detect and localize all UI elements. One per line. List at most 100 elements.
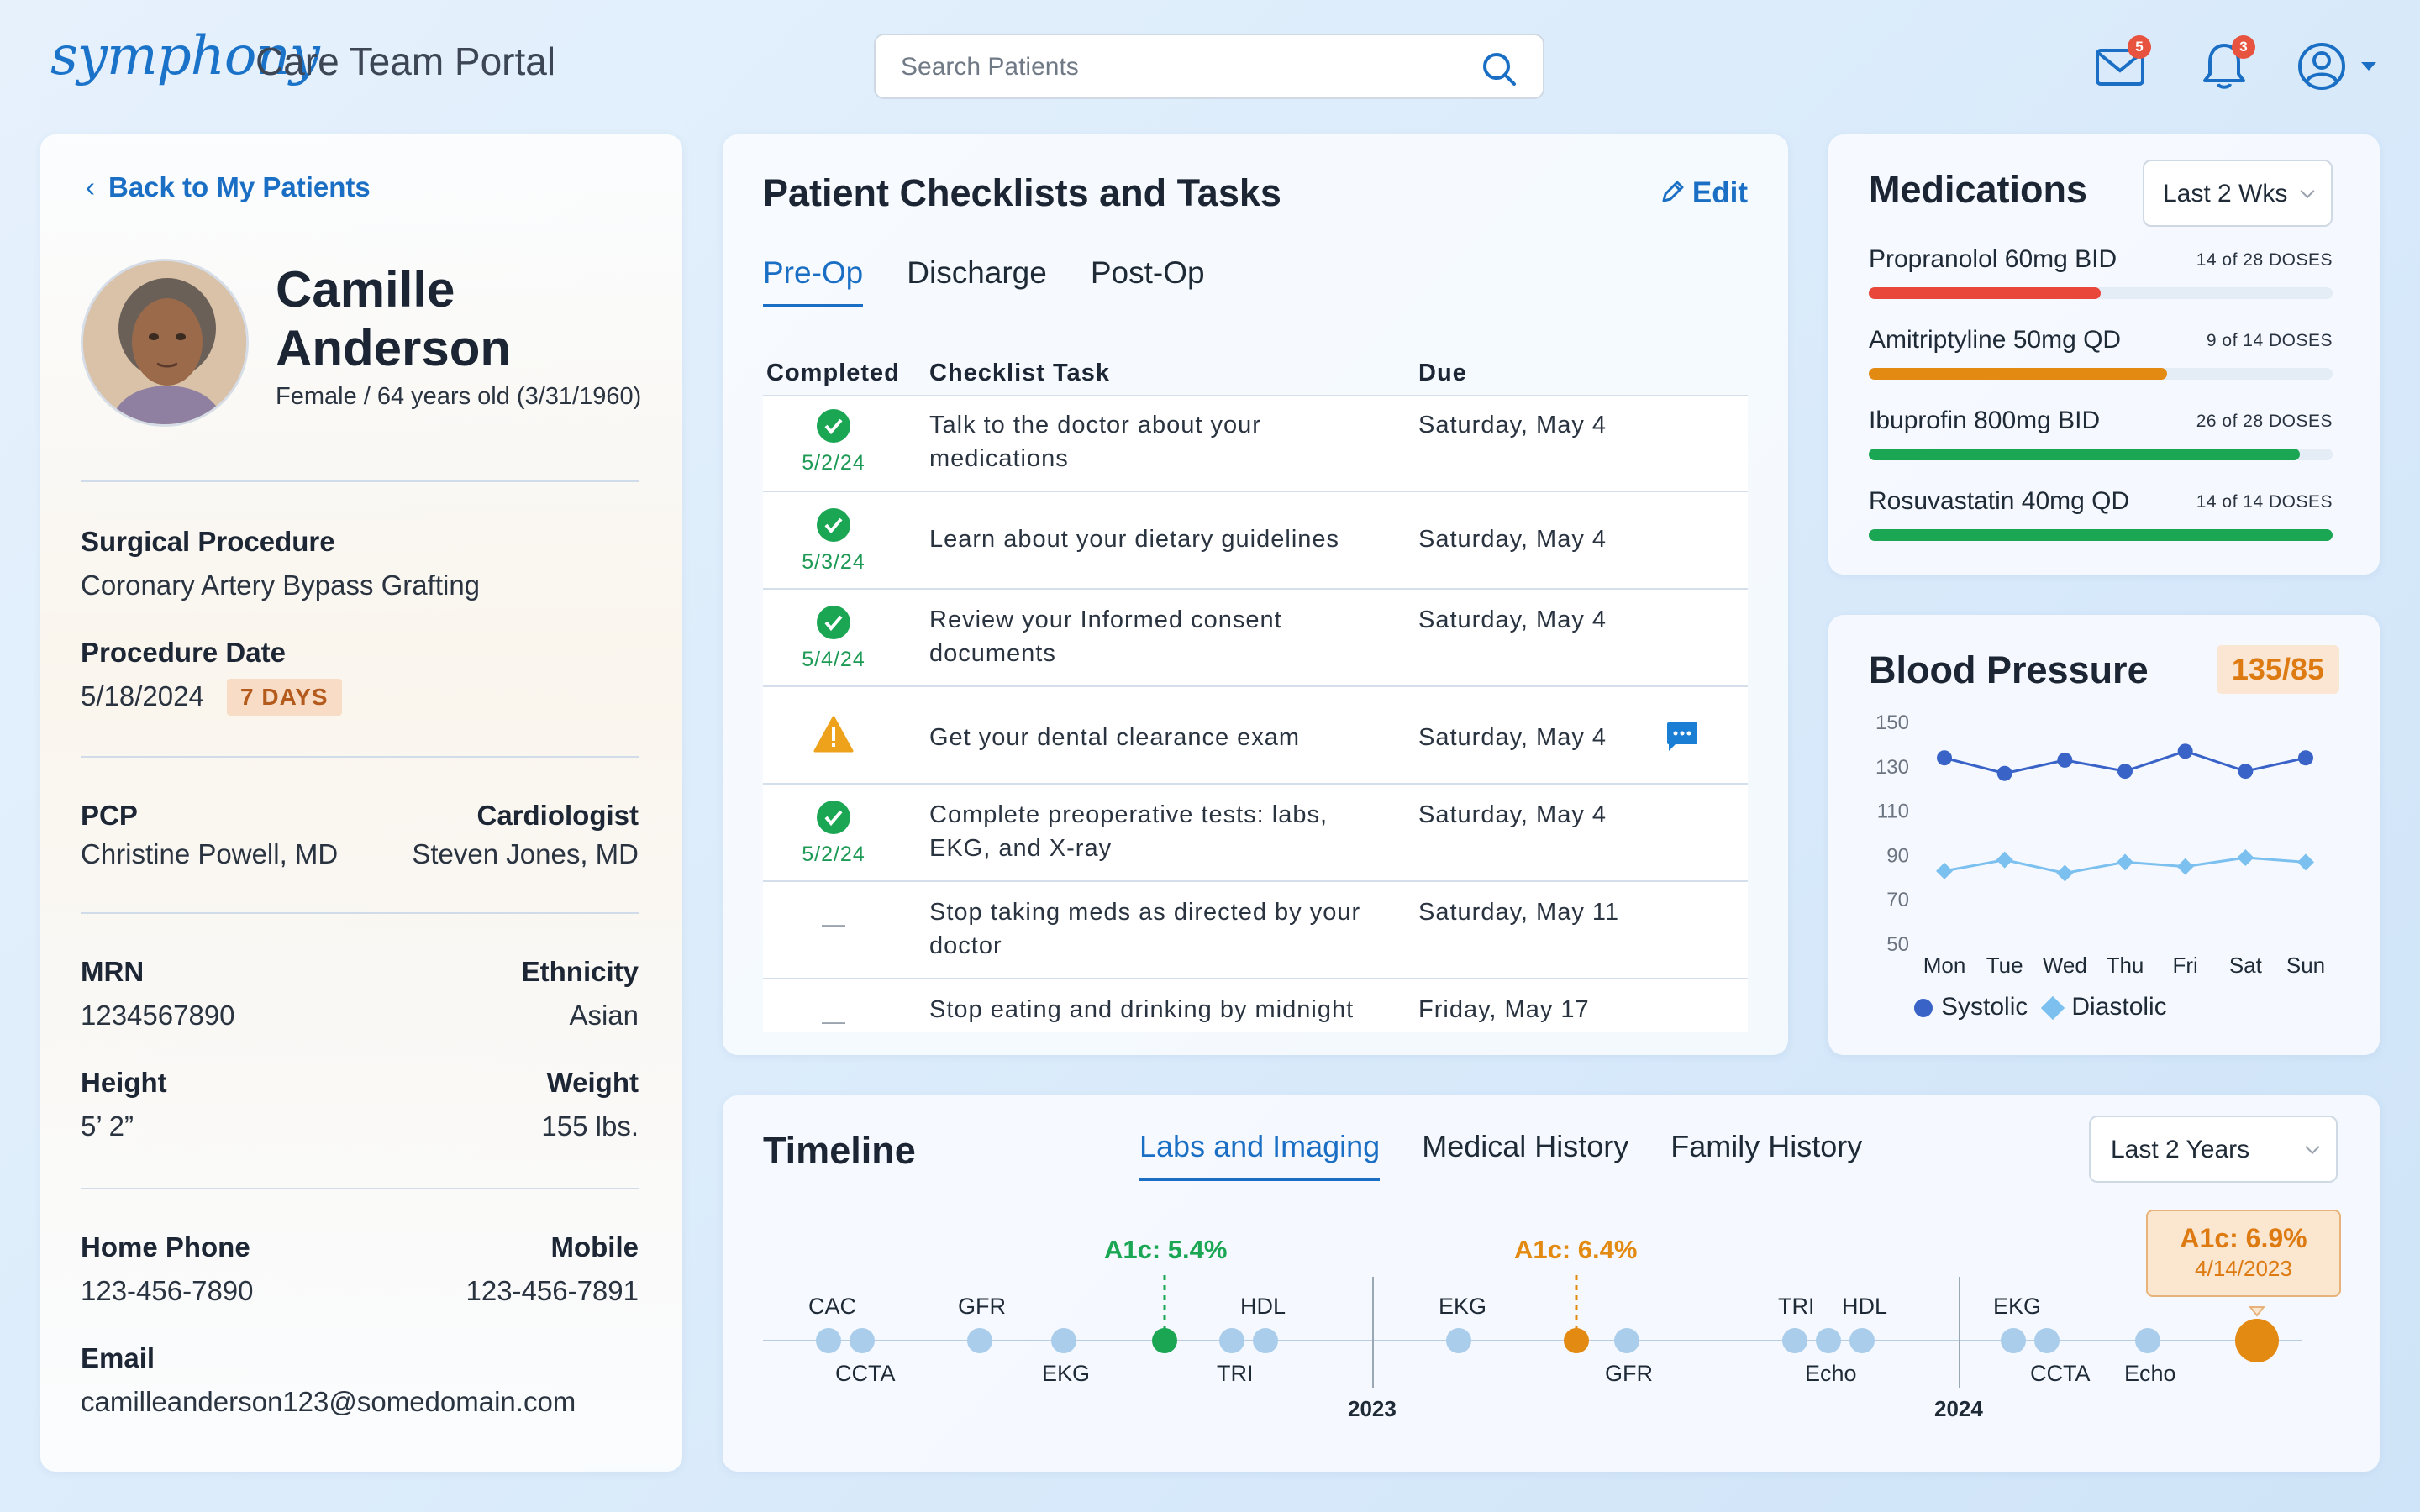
dose-count: 14 of 14 DOSES: [2196, 492, 2333, 512]
top-bar: symphony Care Team Portal 5 3: [0, 0, 2420, 134]
a1c-callout: A1c: 6.9% 4/14/2023: [2146, 1210, 2341, 1297]
weight-value: 155 lbs.: [541, 1110, 639, 1142]
message-icon[interactable]: [1665, 721, 1699, 753]
due-date: Saturday, May 11: [1418, 899, 1619, 926]
mobile-value[interactable]: 123-456-7891: [466, 1275, 639, 1306]
dose-count: 9 of 14 DOSES: [2206, 331, 2333, 350]
task-text: Stop eating and drinking by midnight: [929, 996, 1355, 1023]
pcp-label: PCP: [81, 800, 138, 831]
timeline-label-ccta-2: CCTA: [2030, 1361, 2091, 1386]
ethnicity-label: Ethnicity: [521, 956, 639, 987]
dose-count: 26 of 28 DOSES: [2196, 412, 2333, 431]
table-row[interactable]: Get your dental clearance exam Saturday,…: [763, 685, 1748, 783]
medication-item[interactable]: Propranolol 60mg BID 14 of 28 DOSES: [1869, 245, 2333, 299]
y-tick-label: 90: [1886, 844, 1909, 867]
medication-item[interactable]: Ibuprofin 800mg BID 26 of 28 DOSES: [1869, 407, 2333, 460]
y-tick-label: 50: [1886, 933, 1909, 956]
email-value[interactable]: camilleanderson123@somedomain.com: [81, 1386, 576, 1417]
task-text: Learn about your dietary guidelines: [929, 526, 1340, 553]
table-row[interactable]: 5/2/24 Complete preoperative tests: labs…: [763, 783, 1748, 880]
dose-count: 14 of 28 DOSES: [2196, 250, 2333, 270]
tab-medical-history[interactable]: Medical History: [1422, 1129, 1629, 1163]
check-circle-icon: [817, 801, 850, 834]
weight-label: Weight: [546, 1067, 639, 1098]
a1c-marker-orange[interactable]: [1564, 1328, 1589, 1353]
medications-range-select[interactable]: Last 2 Wks: [2143, 160, 2333, 227]
checklist-title: Patient Checklists and Tasks: [763, 171, 1281, 214]
tab-discharge[interactable]: Discharge: [907, 255, 1047, 290]
due-date: Saturday, May 4: [1418, 724, 1607, 751]
timeline-label-ekg: EKG: [1439, 1294, 1487, 1319]
check-circle-icon: [817, 606, 850, 639]
a1c-marker-selected[interactable]: [2235, 1319, 2279, 1362]
height-value: 5’ 2”: [81, 1110, 134, 1142]
x-tick-label: Tue: [1986, 953, 2023, 978]
a1c-callout-value: A1c: 6.9%: [2180, 1223, 2307, 1253]
surgical-procedure-label: Surgical Procedure: [81, 526, 335, 557]
systolic-point: [2057, 752, 2073, 768]
table-row[interactable]: 5/3/24 Learn about your dietary guidelin…: [763, 491, 1748, 588]
home-phone-value[interactable]: 123-456-7890: [81, 1275, 254, 1306]
chevron-down-icon: [2300, 184, 2315, 199]
surgical-procedure-value: Coronary Artery Bypass Grafting: [81, 570, 481, 601]
edit-label: Edit: [1691, 176, 1748, 209]
a1c-marker-green[interactable]: [1152, 1328, 1177, 1353]
diastolic-point: [2297, 853, 2314, 871]
timeline-range-select[interactable]: Last 2 Years: [2089, 1116, 2338, 1183]
edit-checklist-button[interactable]: Edit: [1659, 176, 1748, 210]
diastolic-point: [2176, 858, 2194, 875]
timeline-label-gfr: GFR: [958, 1294, 1006, 1319]
due-date: Saturday, May 4: [1418, 526, 1607, 553]
divider: [81, 1188, 639, 1189]
tab-pre-op[interactable]: Pre-Op: [763, 255, 864, 307]
diastolic-point: [2237, 849, 2254, 867]
mrn-value: 1234567890: [81, 1000, 235, 1031]
medications-title: Medications: [1869, 168, 2088, 211]
table-row[interactable]: — Stop taking meds as directed by your d…: [763, 880, 1748, 978]
timeline-range-value: Last 2 Years: [2111, 1136, 2250, 1163]
lab-event-dots[interactable]: [816, 1328, 2160, 1353]
due-date: Saturday, May 4: [1418, 412, 1607, 438]
back-to-patients-link[interactable]: ‹ Back to My Patients: [86, 171, 371, 203]
mrn-label: MRN: [81, 956, 145, 987]
user-menu-button[interactable]: [2294, 39, 2378, 94]
diastolic-point: [1996, 851, 2013, 869]
a1c-label-1: A1c: 5.4%: [1104, 1235, 1228, 1264]
mail-button[interactable]: 5: [2092, 35, 2151, 94]
search-bar: [874, 34, 1544, 99]
checklist-table: Completed Checklist Task Due 5/2/24 Talk…: [763, 360, 1748, 1032]
pending-indicator: —: [822, 911, 845, 937]
x-tick-label: Thu: [2107, 953, 2144, 978]
search-input[interactable]: [901, 49, 1472, 86]
systolic-point: [2177, 743, 2193, 759]
table-row[interactable]: 5/2/24 Talk to the doctor about your med…: [763, 395, 1748, 491]
adherence-bar: [1869, 287, 2333, 299]
tab-post-op[interactable]: Post-Op: [1090, 255, 1205, 290]
medication-item[interactable]: Amitriptyline 50mg QD 9 of 14 DOSES: [1869, 326, 2333, 380]
search-icon[interactable]: [1481, 50, 1518, 87]
procedure-date-value: 5/18/2024: [81, 680, 204, 711]
portal-title: Care Team Portal: [255, 39, 556, 83]
timeline-track: [763, 1275, 2302, 1388]
table-row[interactable]: — Stop eating and drinking by midnight F…: [763, 978, 1748, 1032]
x-tick-label: Mon: [1923, 953, 1966, 978]
medication-name: Rosuvastatin 40mg QD: [1869, 487, 2130, 515]
systolic-point: [2298, 750, 2313, 766]
divider: [81, 480, 639, 482]
task-text: Stop taking meds as directed by your doc…: [929, 899, 1361, 959]
mobile-label: Mobile: [550, 1231, 639, 1263]
medication-item[interactable]: Rosuvastatin 40mg QD 14 of 14 DOSES: [1869, 487, 2333, 541]
year-label-2024: 2024: [1934, 1396, 1983, 1421]
timeline-label-ekg-below: EKG: [1042, 1361, 1091, 1386]
check-circle-icon: [817, 508, 850, 542]
timeline-label-tri: TRI: [1778, 1294, 1815, 1319]
diastolic-point: [2117, 853, 2133, 871]
tab-family-history[interactable]: Family History: [1670, 1129, 1863, 1163]
notifications-button[interactable]: 3: [2196, 35, 2255, 94]
tab-labs-imaging[interactable]: Labs and Imaging: [1139, 1129, 1381, 1181]
pencil-icon: [1662, 181, 1684, 202]
completed-date: 5/4/24: [802, 648, 865, 671]
table-row[interactable]: 5/4/24 Review your Informed consent docu…: [763, 588, 1748, 685]
chart-legend: Systolic Diastolic: [1914, 993, 2167, 1021]
symphony-logo[interactable]: symphony: [50, 25, 320, 87]
